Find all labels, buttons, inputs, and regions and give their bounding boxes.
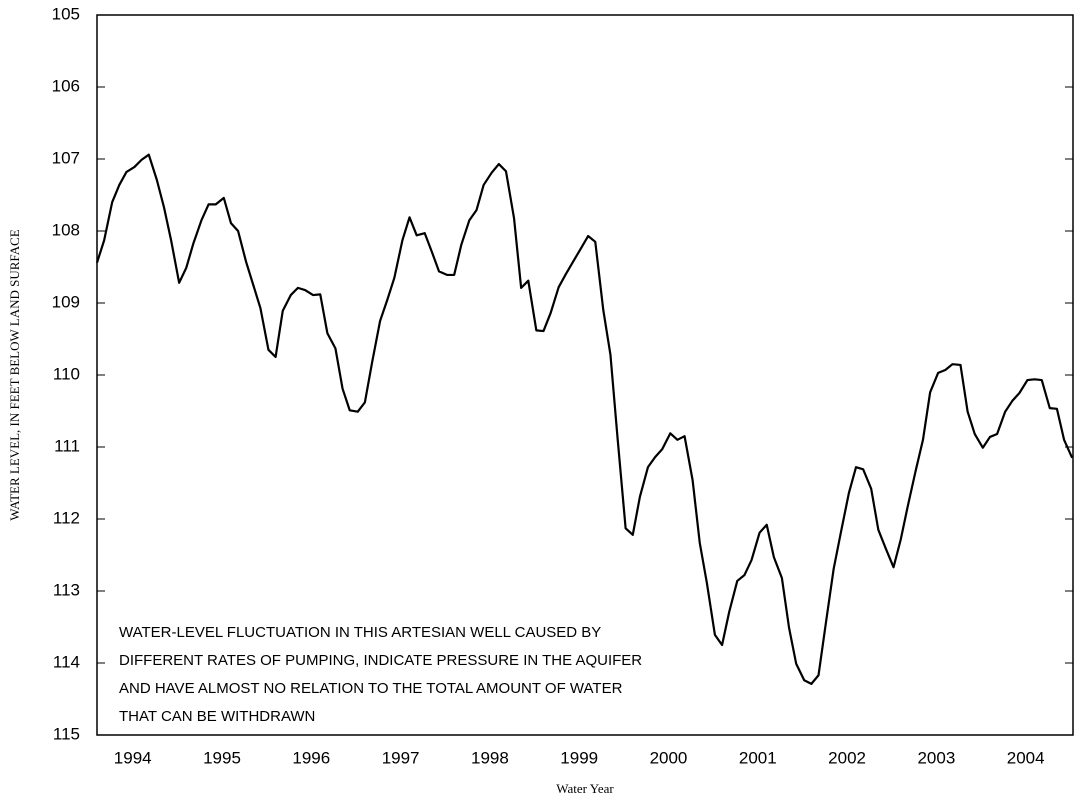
y-tick-label: 106 [52, 76, 80, 95]
y-tick-label: 112 [53, 508, 80, 527]
y-tick-label: 114 [53, 652, 80, 671]
y-tick-label: 105 [52, 4, 80, 23]
annotation: WATER-LEVEL FLUCTUATION IN THIS ARTESIAN… [119, 624, 601, 641]
y-tick-label: 108 [52, 220, 80, 239]
annotation: AND HAVE ALMOST NO RELATION TO THE TOTAL… [119, 680, 623, 697]
y-tick-label: 115 [53, 724, 80, 743]
y-tick-label: 110 [53, 364, 80, 383]
x-tick-label: 1997 [382, 748, 420, 767]
y-tick-label: 113 [53, 580, 80, 599]
x-tick-label: 1994 [114, 748, 152, 767]
y-tick-label: 109 [52, 292, 80, 311]
x-tick-label: 2000 [650, 748, 688, 767]
x-tick-label: 2003 [917, 748, 955, 767]
y-tick-label: 111 [54, 436, 80, 455]
x-tick-label: 1999 [560, 748, 598, 767]
y-axis-title: WATER LEVEL, IN FEET BELOW LAND SURFACE [7, 229, 22, 520]
x-axis-title: Water Year [556, 781, 614, 796]
annotation: THAT CAN BE WITHDRAWN [119, 708, 315, 725]
x-tick-label: 1998 [471, 748, 509, 767]
x-tick-label: 2001 [739, 748, 777, 767]
y-tick-label: 107 [52, 148, 80, 167]
x-tick-label: 1996 [292, 748, 330, 767]
annotation: DIFFERENT RATES OF PUMPING, INDICATE PRE… [119, 652, 642, 669]
data-line [95, 153, 1074, 685]
x-tick-label: 1995 [203, 748, 241, 767]
x-tick-label: 2002 [828, 748, 866, 767]
x-tick-label: 2004 [1007, 748, 1045, 767]
